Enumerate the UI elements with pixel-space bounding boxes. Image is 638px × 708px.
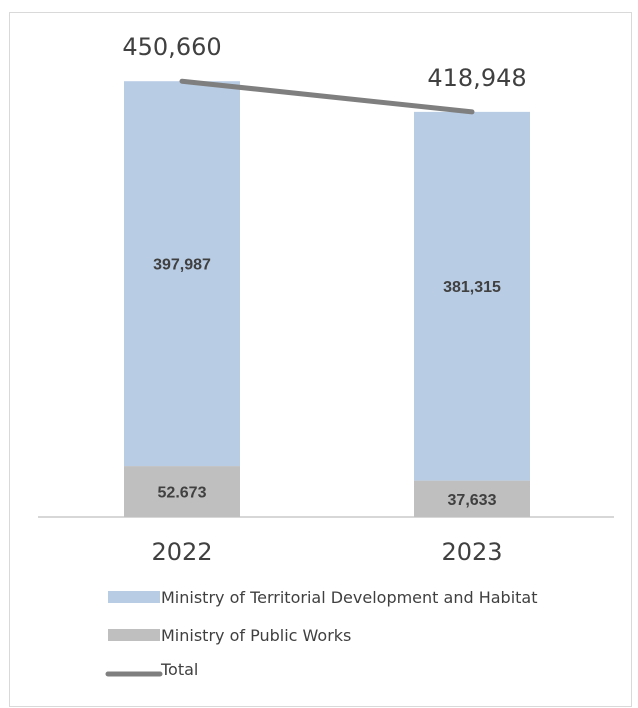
total-line <box>179 78 475 115</box>
legend-swatch-territorial <box>108 591 160 603</box>
total-line-layer: 450,660 418,948 <box>122 33 527 115</box>
labels-layer: 52.673 397,987 2022 37,633 381,315 2023 <box>151 257 502 566</box>
legend-label-territorial: Ministry of Territorial Development and … <box>161 588 538 607</box>
data-label-public-works-2022: 52.673 <box>158 485 207 502</box>
legend-swatch-public-works <box>108 629 160 641</box>
bar-territorial-2023 <box>414 111 530 481</box>
data-label-public-works-2023: 37,633 <box>448 492 497 509</box>
chart-frame <box>9 12 632 707</box>
legend: Ministry of Territorial Development and … <box>105 588 538 679</box>
total-label-2022: 450,660 <box>122 33 221 61</box>
bars-layer <box>124 81 530 517</box>
data-label-territorial-2022: 397,987 <box>153 257 211 274</box>
x-tick-label-2023: 2023 <box>441 538 502 566</box>
x-tick-label-2022: 2022 <box>151 538 212 566</box>
total-label-2023: 418,948 <box>427 64 526 92</box>
bar-public-works-2022 <box>124 466 240 517</box>
legend-label-total: Total <box>160 660 198 679</box>
data-label-territorial-2023: 381,315 <box>443 279 501 296</box>
legend-label-public-works: Ministry of Public Works <box>161 626 351 645</box>
bar-territorial-2022 <box>124 81 240 467</box>
bar-public-works-2023 <box>414 480 530 517</box>
